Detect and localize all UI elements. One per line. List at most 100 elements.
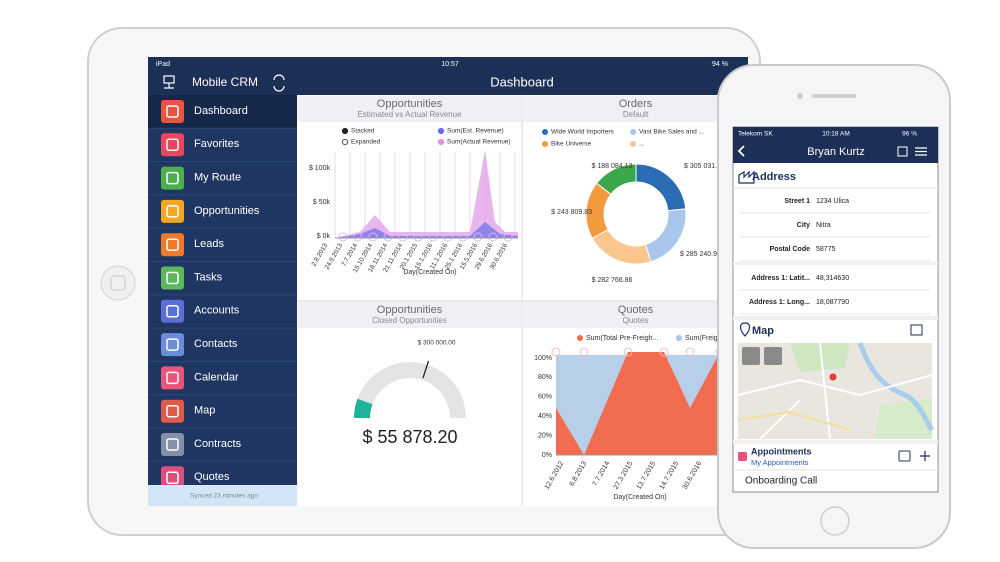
network-icon-stand [164, 83, 174, 89]
y-label: $ 0k [317, 233, 331, 240]
chart-point [579, 347, 589, 357]
view-selector[interactable]: My Appointments [751, 458, 809, 467]
chart-point [338, 232, 348, 242]
panel-header [523, 96, 748, 122]
legend-label: Sum(Total Pre-Freigh... [586, 335, 658, 342]
legend-label: Sum(Actual Revenue) [447, 139, 511, 146]
legend-swatch [630, 141, 636, 147]
menu-icon [161, 333, 184, 357]
legend-label: Wide World Importers [551, 129, 614, 136]
data-label: $ 188 084.13 [592, 163, 633, 170]
menu-icon[interactable] [915, 147, 927, 156]
menu-icon [161, 433, 184, 456]
legend-swatch [437, 138, 445, 146]
map-button[interactable] [742, 347, 760, 365]
menu-item[interactable]: Contracts [194, 438, 242, 450]
x-title: Day(Created On) [403, 269, 456, 276]
map-button[interactable] [764, 347, 782, 365]
y-label: 40% [538, 413, 552, 420]
map-park [790, 343, 850, 372]
menu-icon-glyph [166, 404, 179, 418]
menu-item[interactable]: Accounts [194, 305, 240, 317]
legend-swatch [542, 129, 548, 135]
menu-icon [161, 166, 184, 190]
add-button[interactable] [920, 451, 930, 461]
menu-item[interactable]: Leads [194, 238, 224, 250]
iphone-home-button[interactable] [820, 506, 850, 536]
appointment[interactable]: Onboarding Call [745, 476, 817, 487]
legend-swatch [542, 141, 548, 147]
menu-item[interactable]: Tasks [194, 271, 223, 283]
status-time: 10:57 [441, 61, 459, 68]
panel-header [523, 302, 748, 328]
chart-point [443, 232, 453, 242]
contact-name: Bryan Kurtz [807, 146, 864, 158]
save-icon[interactable] [897, 146, 908, 157]
home-button[interactable] [100, 265, 136, 301]
map-open-icon[interactable] [910, 324, 923, 336]
data-label: $ 243 809.83 [551, 209, 592, 216]
app-title: Mobile CRM [192, 75, 258, 89]
menu-icon-glyph [166, 471, 179, 485]
field-value: 58775 [816, 246, 836, 253]
status-time: 10:18 AM [822, 131, 849, 138]
chart-point [685, 347, 695, 357]
menu-icon [161, 299, 184, 323]
menu-item[interactable]: Favorites [194, 138, 240, 150]
chart-point [473, 232, 483, 242]
header-icons [163, 74, 285, 92]
status-carrier: Telekom SK [738, 131, 773, 138]
map-marker [829, 373, 837, 381]
back-button[interactable] [737, 145, 745, 157]
menu-item[interactable]: Opportunities [194, 205, 260, 217]
menu-icon-glyph [166, 438, 179, 451]
status-battery: 96 % [902, 131, 917, 138]
y-label: 100% [534, 355, 552, 362]
map-road [737, 410, 851, 431]
sync-icon[interactable] [273, 74, 285, 92]
menu-icon-glyph [166, 305, 179, 318]
chart-point [428, 232, 438, 242]
menu-icon [161, 233, 184, 257]
field-label: Street 1 [784, 198, 810, 205]
menu-item[interactable]: Calendar [194, 371, 239, 383]
menu-item[interactable]: Contacts [194, 338, 238, 350]
chart-point [551, 347, 561, 357]
menu-icon [161, 399, 184, 423]
map-river [857, 342, 935, 432]
chart-point [488, 232, 498, 242]
header-bar [148, 57, 748, 95]
menu-icon [161, 466, 184, 490]
chart-point [623, 347, 633, 357]
calendar-button[interactable] [898, 450, 911, 462]
address-icon [738, 170, 755, 184]
legend-label: Sum(Freigh [685, 335, 722, 342]
panel-title: Orders [619, 98, 653, 110]
menu-item[interactable]: Map [194, 405, 215, 417]
menu-item[interactable]: Dashboard [194, 105, 248, 117]
map-pin-icon [739, 322, 751, 337]
x-title: Day(Created On) [613, 494, 666, 501]
legend-swatch [676, 335, 682, 341]
panel-subtitle: Estimated vs Actual Revenue [357, 110, 462, 119]
menu-icon [161, 366, 184, 390]
iphone: Telekom SK 10:18 AM 96 % Bryan Kurtz Address… [717, 64, 951, 549]
legend-swatch [437, 127, 445, 135]
menu-icon [161, 266, 184, 290]
sync-bar [148, 485, 297, 506]
field-value: 18,087790 [816, 299, 849, 306]
menu-item[interactable]: My Route [194, 172, 241, 184]
menu-icon [161, 100, 184, 123]
menu-icon-glyph [166, 271, 179, 285]
section-title: Address [752, 171, 796, 183]
gauge-target-label: $ 300 000.00 [418, 340, 456, 347]
area-total [556, 352, 720, 455]
menu-icon-glyph [166, 138, 179, 152]
iphone-camera [797, 93, 803, 99]
menu-item[interactable]: Quotes [194, 471, 230, 483]
panel-subtitle: Quotes [623, 316, 649, 325]
panel-header [298, 302, 521, 328]
sync-status: Synced 23 minutes ago [190, 493, 258, 500]
menu-icon-glyph [166, 171, 179, 185]
area-estimated [335, 222, 518, 238]
